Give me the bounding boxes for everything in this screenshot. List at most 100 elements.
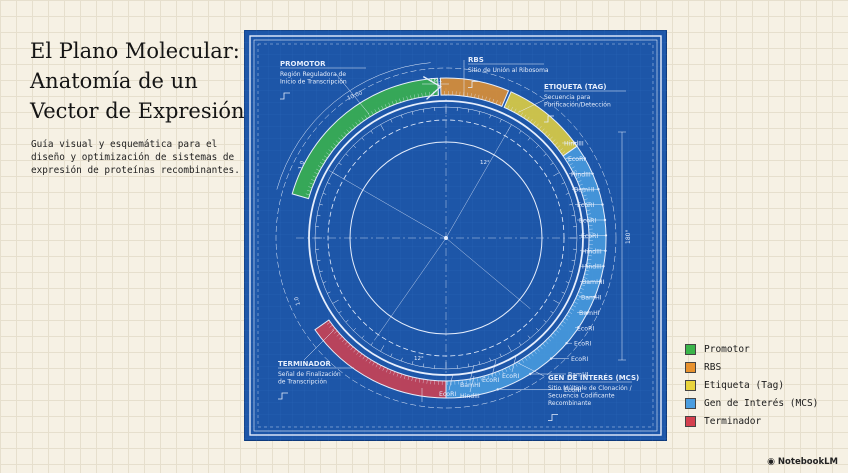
callout-desc-gen: Sitio Múltiple de Clonación /: [548, 385, 633, 392]
segment-hatch: [388, 102, 391, 107]
segment-hatch: [421, 92, 423, 97]
segment-hatch: [586, 262, 591, 264]
segment-hatch: [338, 137, 342, 141]
segment-hatch: [510, 106, 513, 111]
segment-hatch: [529, 118, 533, 123]
scale-tick: [569, 270, 573, 273]
segment-hatch: [480, 376, 482, 381]
segment-hatch: [402, 97, 405, 102]
segment-hatch: [344, 341, 348, 345]
segment-hatch: [487, 374, 490, 379]
segment-hatch: [515, 362, 518, 367]
segment-hatch: [329, 324, 333, 328]
site-dot: [597, 188, 600, 191]
segment-hatch: [395, 99, 398, 104]
scale-tick: [499, 119, 502, 123]
dimension-label-angle: 12°: [480, 160, 490, 166]
segment-hatch: [555, 329, 559, 333]
segment-hatch: [584, 202, 589, 204]
segment-hatch: [355, 122, 359, 126]
segment-hatch: [535, 123, 539, 127]
segment-hatch: [414, 94, 416, 99]
segment-hatch: [349, 126, 353, 131]
scale-tick: [553, 172, 560, 177]
scale-tick: [535, 327, 539, 331]
site-dot: [603, 218, 607, 222]
segment-hatch: [336, 333, 340, 337]
callout-title-rbs: RBS: [468, 56, 484, 64]
callout-leader: [515, 361, 545, 377]
segment-hatch: [566, 314, 571, 318]
dimension-label-angle-lower: 12°: [414, 356, 424, 362]
callout-desc-tag: Purificación/Detección: [544, 102, 611, 109]
segment-hatch: [399, 98, 401, 103]
segment-hatch: [488, 97, 491, 102]
radial-line: [445, 237, 531, 309]
site-label-BamHI: BamHI: [574, 187, 595, 194]
segment-hatch: [572, 304, 576, 308]
segment-hatch: [356, 351, 360, 355]
segment-hatch: [585, 206, 590, 208]
segment-hatch: [375, 363, 378, 368]
segment-hatch: [382, 366, 385, 371]
segment-hatch: [339, 336, 343, 340]
segment-hatch: [511, 364, 515, 369]
scale-tick: [390, 119, 393, 123]
segment-hatch: [419, 378, 421, 383]
segment-hatch: [526, 116, 530, 121]
scale-tick: [571, 259, 576, 261]
segment-hatch: [523, 114, 527, 119]
segment-hatch: [560, 323, 564, 327]
scale-tick: [423, 363, 425, 368]
site-label-EcoRI: EcoRI: [502, 373, 519, 380]
segment-hatch: [586, 209, 591, 211]
radial-line: [374, 237, 447, 341]
segment-terminador: [314, 319, 447, 399]
site-leader: [469, 364, 475, 382]
segment-hatch: [400, 373, 402, 378]
segment-hatch: [570, 166, 575, 169]
scale-tick: [390, 353, 393, 357]
segment-hatch: [379, 365, 382, 370]
scale-tick: [527, 137, 531, 141]
segment-hatch: [542, 343, 546, 347]
callout-desc-gen: Secuencia Codificante: [548, 393, 615, 400]
site-label-EcoRI: EcoRI: [577, 325, 594, 332]
scale-tick: [327, 182, 331, 185]
site-label-HindIII: HindIII: [582, 248, 602, 255]
segment-hatch: [410, 95, 412, 100]
scale-tick: [361, 335, 365, 339]
notebooklm-logo-icon: ◉: [767, 457, 775, 467]
scale-tick: [565, 192, 570, 195]
callout-title-promotor: PROMOTOR: [280, 60, 326, 68]
site-dot: [577, 326, 580, 329]
scale-tick: [527, 335, 531, 339]
segment-hatch: [374, 109, 377, 114]
segment-hatch: [562, 320, 566, 324]
segment-hatch: [544, 131, 548, 135]
scale-tick: [423, 108, 425, 113]
segment-hatch: [520, 112, 523, 117]
segment-hatch: [505, 368, 508, 372]
notebooklm-brand: ◉ NotebookLM: [767, 457, 838, 467]
scale-tick: [489, 357, 492, 362]
site-label-HindIII: HindIII: [564, 141, 584, 148]
segment-hatch: [389, 370, 392, 374]
site-dot: [549, 357, 553, 360]
scale-tick: [565, 281, 570, 284]
segment-hatch: [361, 117, 365, 121]
segment-hatch: [508, 366, 511, 371]
segment-hatch: [426, 379, 428, 384]
site-label-BamHI: BamHI: [581, 295, 602, 302]
segment-hatch: [312, 175, 317, 178]
callout-leader: [335, 73, 370, 115]
dimension-label-vertical: 180°: [625, 230, 632, 244]
scale-tick: [553, 299, 560, 304]
scale-tick: [489, 114, 492, 119]
segment-hatch: [359, 353, 363, 358]
segment-hatch: [333, 143, 337, 147]
segment-hatch: [481, 95, 483, 100]
site-dot: [598, 280, 602, 283]
segment-hatch: [495, 100, 498, 105]
